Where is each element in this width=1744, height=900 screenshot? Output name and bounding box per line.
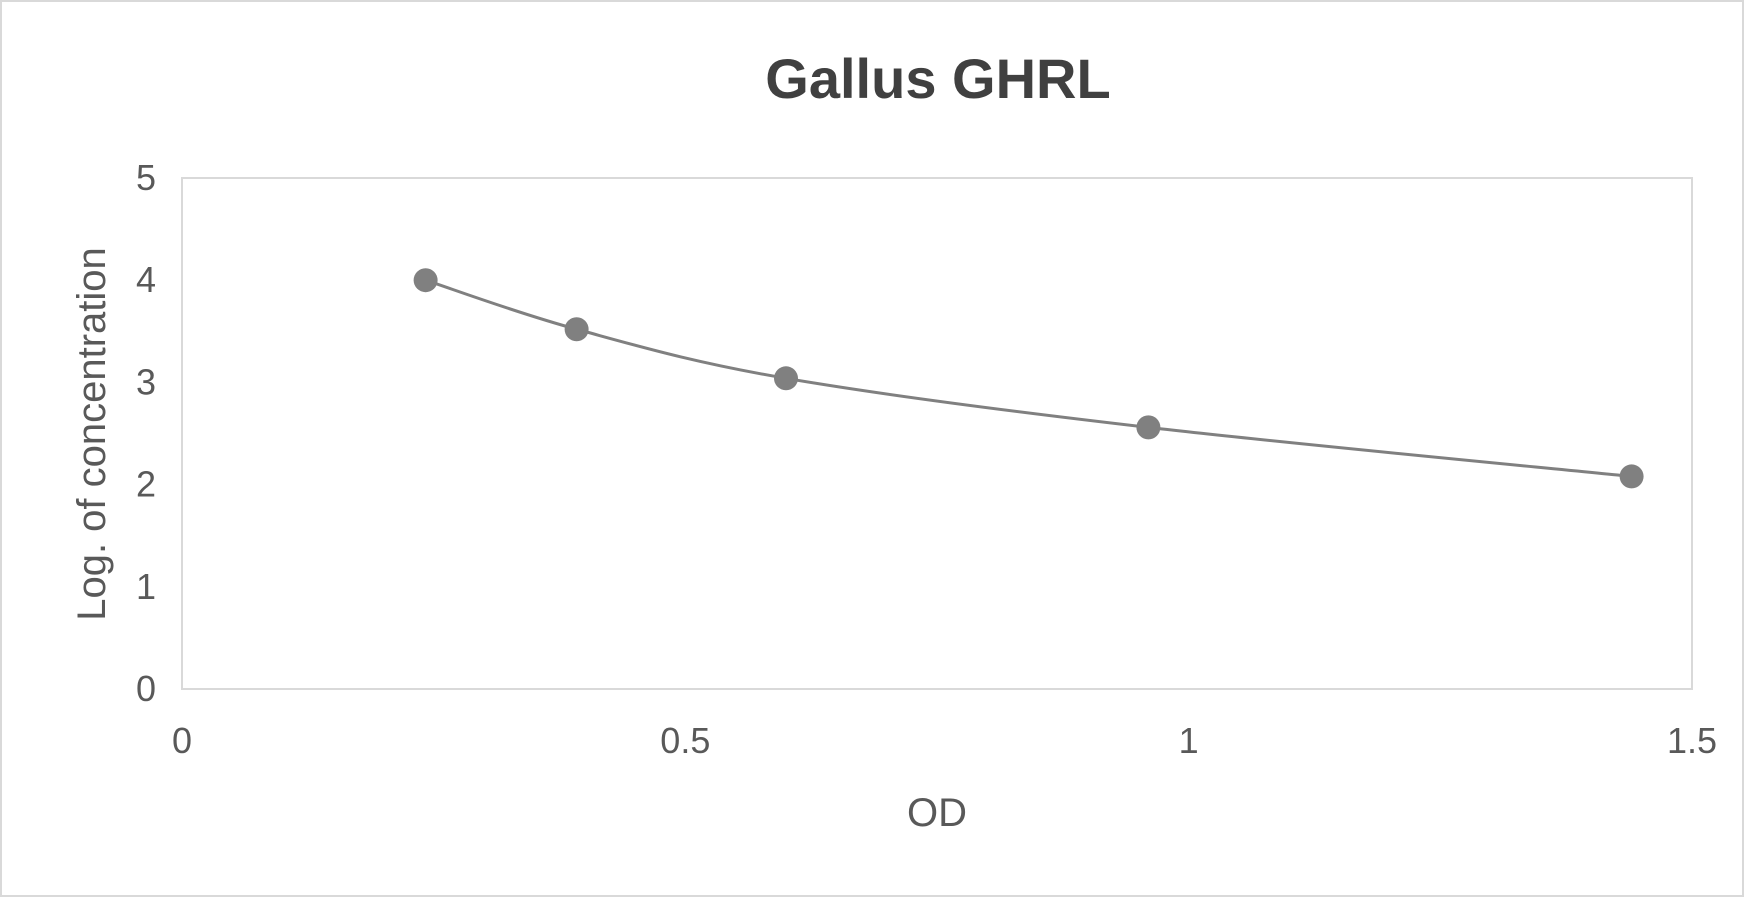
x-tick-label: 1 [1179,720,1199,761]
data-point [1619,464,1644,489]
y-tick-label: 2 [136,464,156,505]
y-tick-label: 5 [136,157,156,198]
y-tick-label: 4 [136,259,156,300]
y-tick-label: 0 [136,668,156,709]
x-axis-label: OD [907,791,967,835]
data-point [564,317,589,342]
data-point [774,366,798,391]
x-axis-ticks: 0 0.5 1 1.5 [172,720,1717,761]
data-point [413,268,438,293]
series-line [425,278,1632,478]
x-tick-label: 1.5 [1667,720,1717,761]
x-tick-label: 0 [172,720,192,761]
y-tick-label: 1 [136,566,156,607]
x-tick-label: 0.5 [660,720,710,761]
y-tick-label: 3 [136,361,156,402]
y-axis-label: Log. of concentration [70,247,114,621]
series-points [413,268,1644,489]
chart-title: Gallus GHRL [765,47,1110,110]
data-point [1136,415,1161,440]
plot-area [181,177,1693,690]
y-axis-ticks: 0 1 2 3 4 5 [136,157,156,709]
